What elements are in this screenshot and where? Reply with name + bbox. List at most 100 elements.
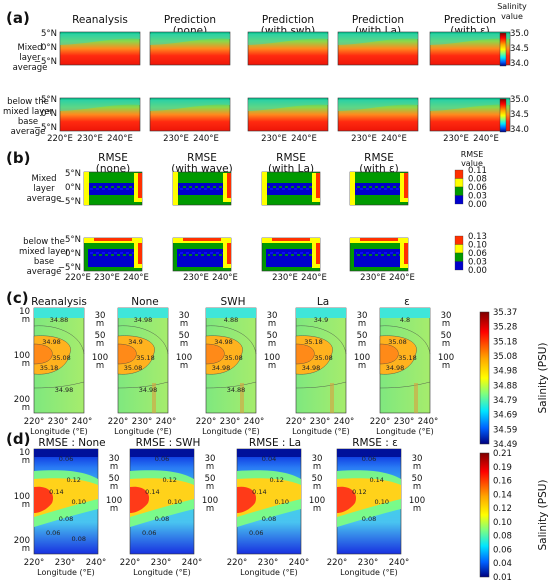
- panel-b-row-label: base: [34, 257, 54, 267]
- contour-label: 34.98: [212, 364, 231, 372]
- x-tick-label: 220°: [196, 417, 216, 427]
- contour-label: 35.08: [124, 364, 143, 372]
- rmse-max-zone: [237, 486, 257, 513]
- rmse-max-zone: [94, 238, 132, 241]
- colorbar-tick: 0.03: [468, 192, 487, 202]
- contour-line: [295, 381, 347, 389]
- y-tick-label-right: 100: [176, 353, 192, 363]
- colorbar-tick: 34.79: [493, 396, 517, 406]
- x-axis-label: Longitude (°E): [292, 427, 350, 436]
- y-tick-label: 5°N: [65, 169, 81, 179]
- colorbar-tick: 0.04: [493, 559, 512, 569]
- y-tick-label-right: m: [268, 319, 276, 329]
- contour-noise: [152, 383, 156, 413]
- colorbar-tick: 34.69: [493, 411, 517, 421]
- x-axis-label: Longitude (°E): [30, 427, 88, 436]
- x-tick-label: 240°: [156, 417, 176, 427]
- colorbar-segment: [454, 235, 464, 245]
- rmse-noise: [268, 186, 312, 190]
- y-tick-label-right: m: [206, 504, 214, 514]
- colorbar-tick: 0.16: [493, 477, 512, 487]
- x-tick-label: 230°: [220, 417, 240, 427]
- rmse-high-band: [237, 478, 301, 517]
- colorbar-segment: [454, 261, 464, 271]
- x-axis-label: Longitude (°E): [340, 568, 398, 577]
- rmse-max-zone: [227, 239, 231, 264]
- rmse-map: [83, 237, 143, 272]
- x-tick-label: 240°: [418, 417, 438, 427]
- y-tick-label: m: [22, 544, 30, 554]
- y-tick-label-right: 50: [267, 331, 278, 341]
- contour-label: 0.12: [269, 476, 283, 484]
- salinity-front: [150, 100, 230, 111]
- rmse-noise: [356, 186, 400, 190]
- y-tick-label: m: [22, 315, 30, 325]
- y-tick-label: 0°N: [41, 109, 57, 119]
- panel-a: Reanalysis Prediction(none)Prediction(wit…: [3, 2, 529, 144]
- panel-a-row-label: below the: [7, 97, 49, 107]
- contour-label: 0.04: [262, 455, 276, 463]
- rmse-max-zone: [272, 238, 310, 241]
- salinity-max: [33, 343, 53, 365]
- contour-line: [117, 325, 169, 355]
- colorbar-tick: 0.21: [493, 449, 512, 459]
- contour-line: [295, 325, 347, 355]
- x-tick-label: 240°E: [107, 134, 133, 144]
- x-tick-label: 240°: [289, 558, 309, 568]
- y-tick-label: m: [22, 403, 30, 413]
- x-tick-label: 230°: [132, 417, 152, 427]
- rmse-noise: [268, 252, 312, 256]
- contour-line: [33, 381, 85, 389]
- colorbar-tick: 34.98: [493, 367, 517, 377]
- rmse-map: [349, 171, 409, 206]
- y-tick-label-right: 30: [267, 311, 278, 321]
- salinity-front: [150, 34, 230, 45]
- salinity-front: [60, 100, 140, 111]
- y-tick-label: 0°N: [65, 249, 81, 259]
- rmse-high-zone: [173, 172, 178, 205]
- y-tick-label-right: 30: [179, 311, 190, 321]
- x-tick-label: 220°: [370, 417, 390, 427]
- salinity-section: 34.88 34.98 35.08 35.18 34.98: [33, 307, 85, 414]
- colorbar-tick: 35.18: [493, 337, 517, 347]
- rmse-surface-low: [237, 449, 301, 457]
- contour-label: 0.10: [275, 498, 289, 506]
- contour-label: 35.18: [40, 364, 59, 372]
- y-tick-label-right: 50: [95, 331, 106, 341]
- salinity-max: [117, 343, 137, 365]
- rmse-map: [261, 171, 321, 206]
- x-tick-label: 240°: [244, 417, 264, 427]
- panel-c: Reanalysis None SWH La ε 34.88 34.98 35.08 35.18…: [14, 296, 549, 450]
- colorbar-tick: 0.12: [493, 504, 512, 514]
- contour-label: 35.08: [388, 338, 407, 346]
- rmse-map: [172, 237, 232, 272]
- panel-c-title: SWH: [221, 296, 246, 308]
- x-tick-label: 240°: [72, 417, 92, 427]
- surface-fresh: [118, 308, 168, 318]
- contour-label: 0.06: [142, 529, 156, 537]
- contour-label: 0.06: [46, 529, 60, 537]
- y-tick-label-right: m: [180, 339, 188, 349]
- rmse-low-zone: [177, 249, 227, 267]
- y-tick-label-right: 30: [109, 454, 120, 464]
- panel-a-title: Prediction: [262, 14, 314, 26]
- panel-b-row-label: average: [27, 267, 62, 277]
- panel-d-title: RMSE : La: [249, 437, 301, 449]
- y-tick-label-right: 50: [205, 474, 216, 484]
- salinity-front: [60, 34, 140, 45]
- contour-label: 0.06: [155, 455, 169, 463]
- y-tick-label-right: 50: [412, 474, 423, 484]
- contour-noise: [330, 383, 334, 413]
- panel-c-title: ε: [404, 296, 410, 308]
- panel-b-row-label: mixed layer: [19, 247, 70, 257]
- rmse-max-zone: [34, 486, 54, 513]
- contour-label: 0.14: [49, 488, 63, 496]
- colorbar-tick: 0.10: [493, 518, 512, 528]
- rmse-max-zone: [404, 173, 408, 198]
- rmse-high-band: [34, 478, 98, 517]
- contour-label: 34.88: [50, 316, 69, 324]
- rmse-high-band: [130, 478, 194, 517]
- y-tick-label-right: m: [442, 319, 450, 329]
- colorbar-salinity: [499, 32, 507, 67]
- surface-fresh: [296, 308, 346, 318]
